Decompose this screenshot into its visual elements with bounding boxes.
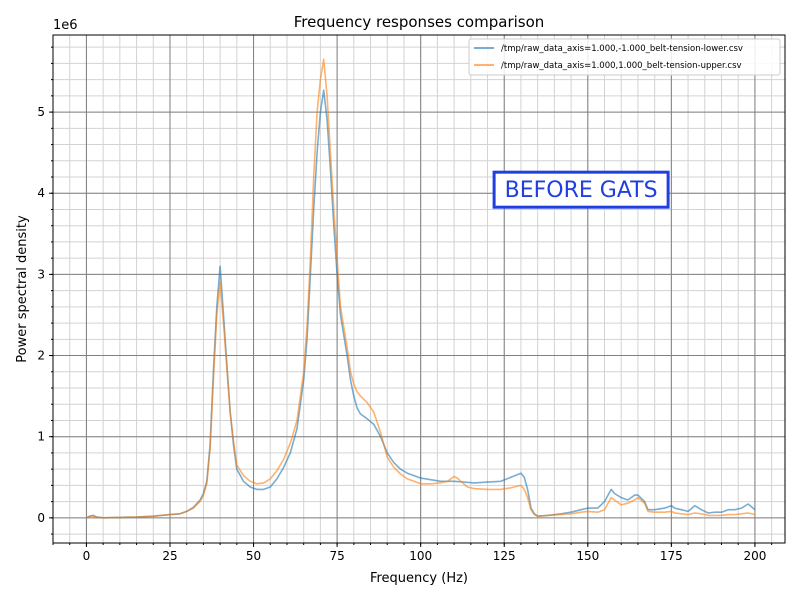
legend-label-upper: /tmp/raw_data_axis=1.000,1.000_belt-tens… xyxy=(501,61,742,71)
legend: /tmp/raw_data_axis=1.000,-1.000_belt-ten… xyxy=(468,38,781,76)
y-axis-label: Power spectral density xyxy=(15,215,30,363)
x-axis-label: Frequency (Hz) xyxy=(370,571,468,586)
x-tick-label: 125 xyxy=(493,549,516,563)
y-tick-label: 2 xyxy=(37,349,45,363)
x-tick-label: 100 xyxy=(409,549,432,563)
y-tick-label: 1 xyxy=(37,430,45,444)
legend-box xyxy=(468,38,781,76)
x-tick-label: 75 xyxy=(329,549,344,563)
grid xyxy=(52,35,785,543)
series-line-upper xyxy=(86,58,756,519)
series-line-lower xyxy=(86,89,756,519)
series-lines xyxy=(86,58,756,519)
annotation-text: BEFORE GATS xyxy=(505,178,658,203)
legend-label-lower: /tmp/raw_data_axis=1.000,-1.000_belt-ten… xyxy=(501,44,743,54)
y-tick-label: 0 xyxy=(37,511,45,525)
x-tick-label: 150 xyxy=(576,549,599,563)
plot-frame xyxy=(52,34,786,544)
annotation: BEFORE GATS xyxy=(492,170,670,209)
x-tick-label: 200 xyxy=(743,549,766,563)
chart-title: Frequency responses comparison xyxy=(294,13,545,31)
y-offset-label: 1e6 xyxy=(53,18,78,33)
annotation-box xyxy=(492,170,670,209)
x-tick-label: 0 xyxy=(83,549,91,563)
axis-ticks: 0 25 50 75 100 125 150 175 200 0 1 2 3 4 5 xyxy=(37,46,773,563)
x-tick-label: 50 xyxy=(246,549,261,563)
x-tick-label: 25 xyxy=(162,549,177,563)
y-tick-label: 3 xyxy=(37,267,45,281)
y-tick-label: 4 xyxy=(37,186,45,200)
x-tick-label: 175 xyxy=(660,549,683,563)
y-tick-label: 5 xyxy=(37,105,45,119)
